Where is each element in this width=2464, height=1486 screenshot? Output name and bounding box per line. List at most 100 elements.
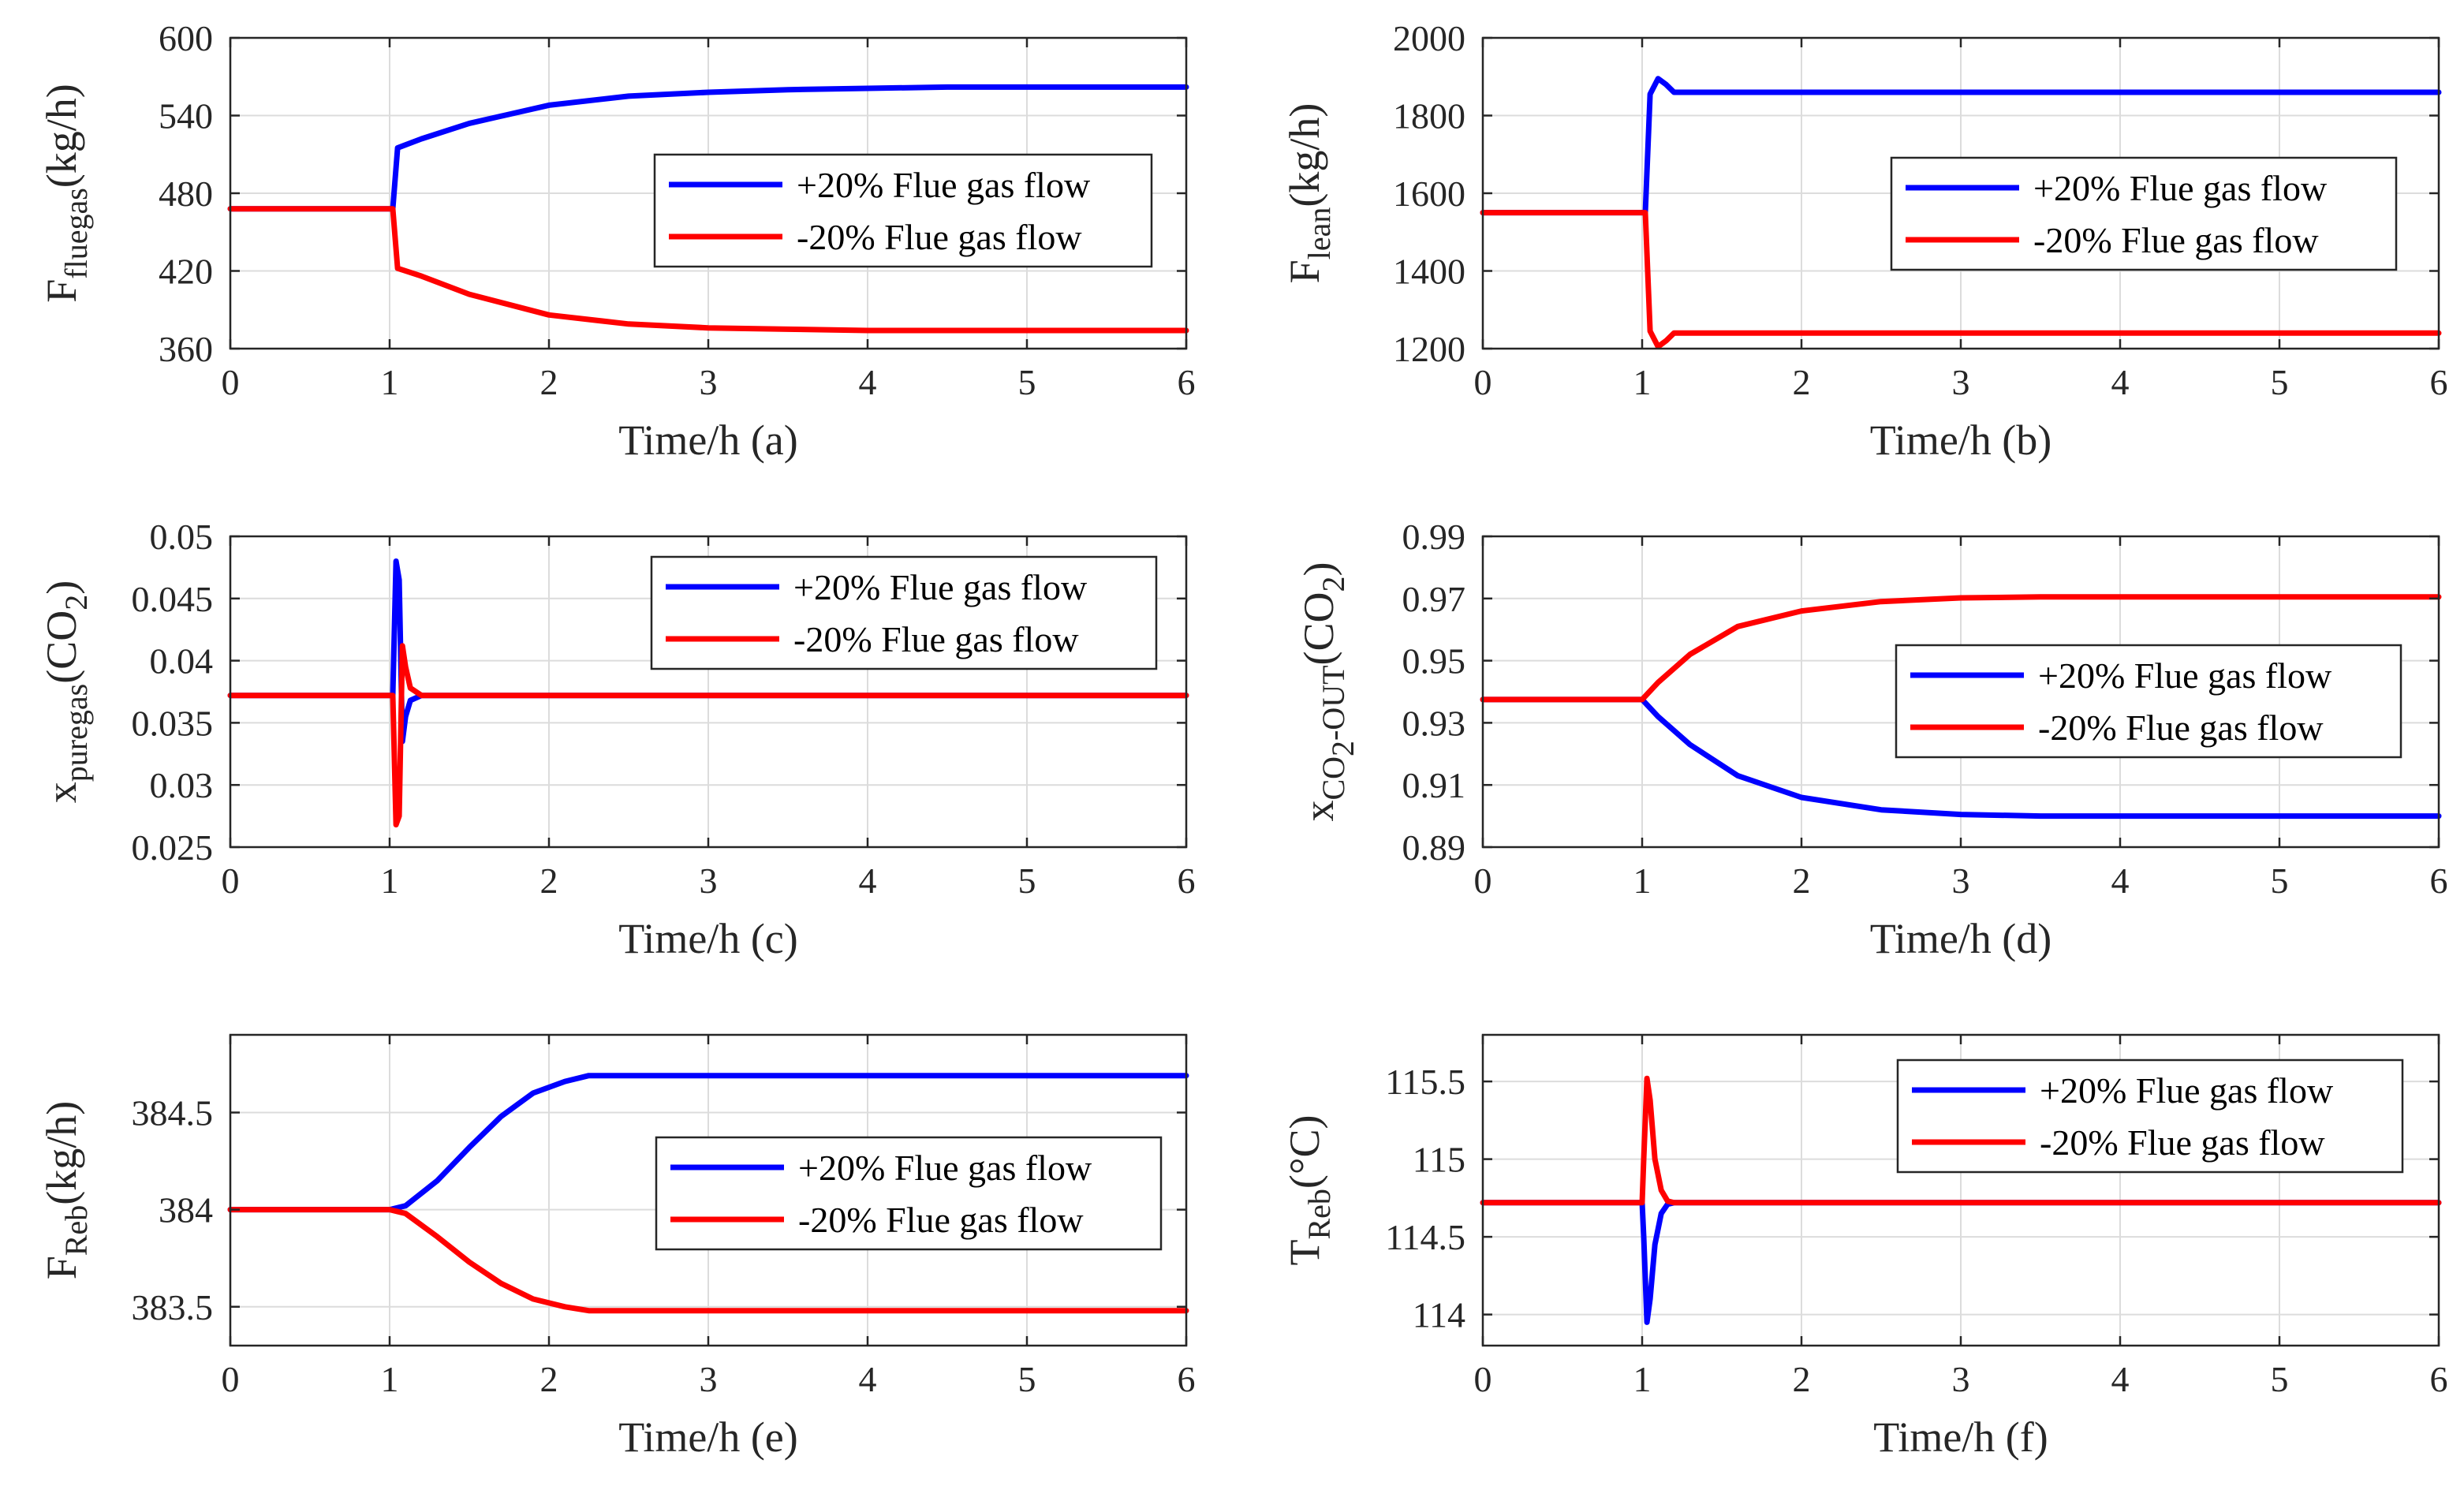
y-tick-label: 0.95 bbox=[1402, 641, 1466, 681]
legend-entry: -20% Flue gas flow bbox=[793, 619, 1079, 659]
y-tick-label: 2000 bbox=[1393, 18, 1465, 58]
y-axis-label: TReb(°C) bbox=[1281, 1114, 1337, 1265]
legend-box bbox=[1896, 1058, 2404, 1174]
x-tick-label: 0 bbox=[222, 861, 240, 901]
y-tick-label: 0.035 bbox=[132, 703, 214, 743]
x-tick-label: 2 bbox=[1793, 861, 1811, 901]
x-tick-label: 5 bbox=[2271, 362, 2289, 402]
legend-box bbox=[650, 555, 1158, 670]
y-tick-label: 0.91 bbox=[1402, 765, 1466, 805]
x-tick-label: 4 bbox=[2111, 362, 2130, 402]
series-line-minus20 bbox=[227, 206, 1189, 334]
legend-entry: +20% Flue gas flow bbox=[2033, 168, 2328, 208]
x-tick-label: 1 bbox=[1633, 1359, 1652, 1399]
x-tick-label: 6 bbox=[1178, 861, 1196, 901]
x-tick-label: 4 bbox=[859, 1359, 877, 1399]
y-axis-label: xCO2-OUT(CO2) bbox=[1295, 562, 1361, 821]
panel-a: 0 1 2 3 4 5 6 360 420 480 540 600 Time/h (a) Ffluegas… bbox=[38, 18, 1196, 464]
y-tick-label: 540 bbox=[159, 96, 213, 136]
x-tick-label: 6 bbox=[2430, 362, 2448, 402]
panel-b: 0 1 2 3 4 5 6 1200 1400 1600 1800 2000 Time/h (b) Fle… bbox=[1281, 18, 2448, 464]
panel-c: 0 1 2 3 4 5 6 0.025 0.03 0.035 0.04 0.045 0.05 Time/h… bbox=[38, 517, 1196, 962]
x-tick-label: 1 bbox=[381, 362, 399, 402]
legend: +20% Flue gas flow -20% Flue gas flow bbox=[1890, 156, 2398, 271]
legend-entry: +20% Flue gas flow bbox=[798, 1148, 1092, 1188]
series-line-minus20 bbox=[227, 643, 1189, 828]
series-line-minus20 bbox=[1480, 594, 2442, 703]
y-tick-label: 420 bbox=[159, 252, 213, 292]
series-line-minus20 bbox=[1480, 210, 2442, 349]
legend-entry: -20% Flue gas flow bbox=[2038, 708, 2324, 748]
legend-entry: +20% Flue gas flow bbox=[2040, 1070, 2334, 1111]
x-tick-label: 3 bbox=[700, 861, 718, 901]
x-tick-label: 0 bbox=[1474, 362, 1492, 402]
y-tick-label: 0.025 bbox=[132, 827, 214, 868]
panel-e: 0 1 2 3 4 5 6 383.5 384 384.5 Time/h (e) FReb(kg/h)… bbox=[38, 1033, 1196, 1461]
x-tick-label: 5 bbox=[2271, 861, 2289, 901]
x-tick-label: 3 bbox=[1952, 1359, 1970, 1399]
series-line-plus20 bbox=[227, 1073, 1189, 1213]
y-tick-label: 360 bbox=[159, 329, 213, 369]
x-tick-label: 0 bbox=[222, 1359, 240, 1399]
x-tick-label: 3 bbox=[700, 362, 718, 402]
y-axis-label: FReb(kg/h) bbox=[38, 1101, 94, 1279]
y-tick-label: 114.5 bbox=[1385, 1217, 1465, 1257]
y-tick-label: 0.045 bbox=[132, 579, 214, 619]
panel-f: 0 1 2 3 4 5 6 114 114.5 115 115.5 Time/h (f) TReb(°C… bbox=[1281, 1033, 2448, 1461]
x-tick-label: 6 bbox=[1178, 362, 1196, 402]
y-tick-label: 114 bbox=[1413, 1295, 1465, 1335]
y-tick-label: 0.93 bbox=[1402, 703, 1466, 743]
x-tick-label: 5 bbox=[1018, 362, 1036, 402]
legend-entry: -20% Flue gas flow bbox=[2040, 1122, 2325, 1163]
y-tick-label: 1400 bbox=[1393, 252, 1465, 292]
x-axis-label: Time/h (f) bbox=[1873, 1413, 2048, 1461]
y-tick-label: 600 bbox=[159, 18, 213, 58]
x-tick-label: 4 bbox=[2111, 1359, 2130, 1399]
x-tick-label: 3 bbox=[700, 1359, 718, 1399]
y-tick-label: 0.89 bbox=[1402, 827, 1466, 868]
y-tick-label: 384 bbox=[159, 1190, 213, 1230]
x-tick-label: 4 bbox=[2111, 861, 2130, 901]
x-axis-label: Time/h (d) bbox=[1870, 915, 2052, 962]
x-axis-label: Time/h (c) bbox=[618, 915, 798, 962]
y-tick-label: 1800 bbox=[1393, 96, 1465, 136]
y-axis-label: Flean(kg/h) bbox=[1281, 103, 1337, 284]
y-tick-label: 384.5 bbox=[132, 1093, 214, 1133]
y-tick-label: 383.5 bbox=[132, 1287, 214, 1327]
legend-box bbox=[1895, 644, 2402, 759]
x-tick-label: 0 bbox=[1474, 861, 1492, 901]
series-line-minus20 bbox=[227, 1207, 1189, 1314]
x-tick-label: 2 bbox=[540, 861, 558, 901]
x-tick-label: 6 bbox=[2430, 1359, 2448, 1399]
series-line-minus20 bbox=[1480, 1075, 2442, 1206]
x-axis-label: Time/h (a) bbox=[618, 416, 798, 464]
series-line-plus20 bbox=[227, 84, 1189, 212]
x-tick-label: 2 bbox=[540, 1359, 558, 1399]
x-tick-label: 4 bbox=[859, 362, 877, 402]
legend-box bbox=[653, 153, 1153, 268]
x-tick-label: 6 bbox=[1178, 1359, 1196, 1399]
x-tick-label: 0 bbox=[1474, 1359, 1492, 1399]
x-tick-label: 0 bbox=[222, 362, 240, 402]
y-tick-label: 1200 bbox=[1393, 329, 1465, 369]
legend: +20% Flue gas flow -20% Flue gas flow bbox=[653, 153, 1153, 268]
x-tick-label: 5 bbox=[1018, 861, 1036, 901]
y-tick-label: 0.97 bbox=[1402, 579, 1466, 619]
x-tick-label: 5 bbox=[2271, 1359, 2289, 1399]
x-tick-label: 1 bbox=[1633, 861, 1652, 901]
legend-entry: +20% Flue gas flow bbox=[793, 567, 1088, 607]
legend: +20% Flue gas flow -20% Flue gas flow bbox=[1896, 1058, 2404, 1174]
x-axis-label: Time/h (b) bbox=[1870, 416, 2052, 464]
y-tick-label: 115.5 bbox=[1385, 1062, 1465, 1102]
x-tick-label: 3 bbox=[1952, 362, 1970, 402]
x-tick-label: 2 bbox=[1793, 1359, 1811, 1399]
x-tick-label: 1 bbox=[381, 1359, 399, 1399]
x-tick-label: 2 bbox=[540, 362, 558, 402]
series-line-plus20 bbox=[1480, 696, 2442, 820]
panel-d: 0 1 2 3 4 5 6 0.89 0.91 0.93 0.95 0.97 0.99 Time/h (d… bbox=[1295, 517, 2448, 962]
legend-entry: -20% Flue gas flow bbox=[797, 217, 1082, 257]
legend-entry: +20% Flue gas flow bbox=[797, 165, 1091, 205]
y-tick-label: 0.03 bbox=[150, 765, 214, 805]
legend-entry: -20% Flue gas flow bbox=[2033, 220, 2319, 260]
